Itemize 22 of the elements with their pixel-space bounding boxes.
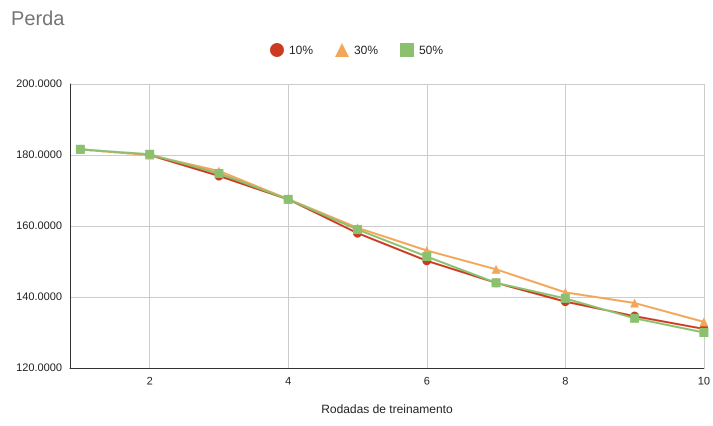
legend-label: 10% (288, 43, 314, 57)
point (214, 168, 224, 178)
x-tick-label: 6 (424, 376, 430, 388)
x-tick-label: 8 (562, 376, 568, 388)
x-tick-label: 2 (146, 376, 153, 388)
point (699, 317, 708, 326)
point (630, 298, 640, 308)
legend-label: 50% (419, 43, 444, 57)
x-axis-title: Rodadas de treinamento (321, 402, 453, 416)
y-tick-label: 200.0000 (16, 78, 62, 90)
y-tick-label: 140.0000 (16, 291, 62, 303)
x-tick-label: 4 (285, 376, 292, 388)
legend-label: 30% (354, 43, 378, 57)
point (492, 264, 501, 274)
y-tick-label: 180.0000 (16, 149, 62, 161)
point (560, 294, 570, 303)
y-tick-label: 120.0000 (16, 362, 62, 374)
y-tick-label: 160.0000 (16, 220, 62, 232)
chart-title: Perda (11, 8, 66, 30)
x-tick-label: 10 (698, 376, 710, 388)
point (699, 328, 708, 337)
point (422, 252, 432, 262)
